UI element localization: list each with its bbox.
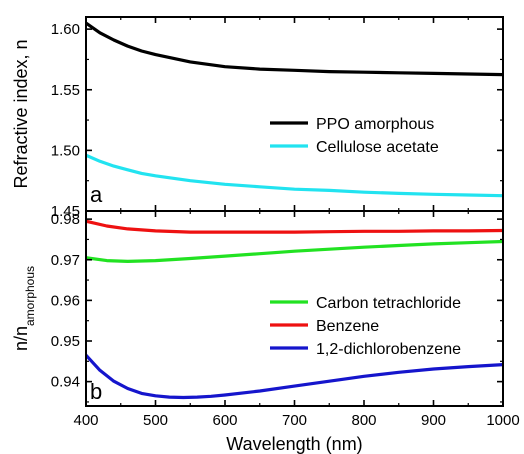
series-line-carbon-tetrachloride: [86, 239, 503, 263]
x-tick-label: 1000: [486, 412, 519, 429]
series-line-ppo-amorphous: [86, 21, 503, 77]
legend-label: Cellulose acetate: [316, 139, 439, 156]
plot-frame: [85, 16, 504, 212]
x-tick-label: 900: [421, 412, 446, 429]
y-tick-label: 1.45: [51, 203, 80, 220]
panel-a: 1.45 1.50 1.55 1.60 Refractive index, n a PPO …: [11, 16, 504, 220]
y-tick-label: 0.94: [51, 374, 80, 391]
legend-label: Benzene: [316, 318, 379, 335]
panel-label: b: [90, 379, 102, 404]
x-tick-label: 400: [73, 412, 98, 429]
series-line-benzene: [86, 219, 503, 234]
legend-label: 1,2-dichlorobenzene: [316, 341, 461, 358]
legend-label: PPO amorphous: [316, 116, 434, 133]
x-axis-label: Wavelength (nm): [226, 434, 362, 454]
panel-label: a: [90, 182, 103, 207]
x-tick-label: 500: [143, 412, 168, 429]
y-axis-label-subscript: amorphous: [23, 266, 37, 326]
y-tick-label: 0.98: [51, 211, 80, 228]
x-tick-label: 600: [212, 412, 237, 429]
y-tick-label: 0.97: [51, 252, 80, 269]
y-tick-label: 1.55: [51, 82, 80, 99]
y-axis-label: Refractive index, n: [11, 39, 31, 188]
y-axis-label: n/namorphous: [11, 266, 37, 351]
panel-b: 0.94 0.95 0.96 0.97 0.98 400 500 600 700 800 900 10…: [11, 210, 520, 454]
series-line-cellulose-acetate: [86, 153, 503, 198]
series-line-1-2-dichlorobenzene: [86, 353, 503, 400]
x-tick-label: 800: [351, 412, 376, 429]
legend-label: Carbon tetrachloride: [316, 295, 461, 312]
x-tick-label: 700: [282, 412, 307, 429]
y-tick-label: 1.60: [51, 21, 80, 38]
y-tick-label: 0.96: [51, 292, 80, 309]
y-tick-label: 0.95: [51, 333, 80, 350]
y-tick-label: 1.50: [51, 142, 80, 159]
